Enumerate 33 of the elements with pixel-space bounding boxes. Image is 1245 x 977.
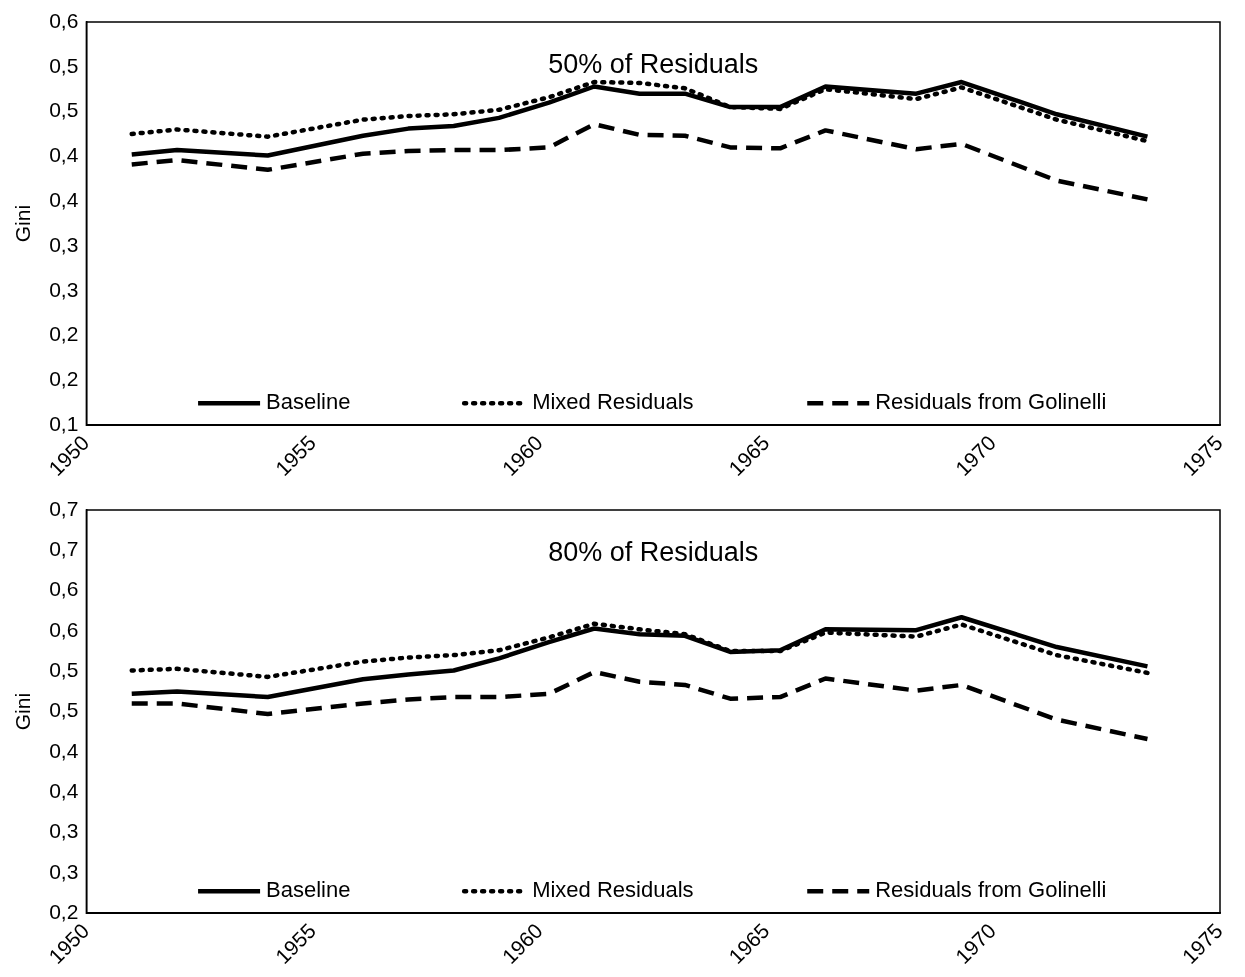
y-tick-label: 0,2 bbox=[49, 899, 79, 923]
y-tick-label: 0,7 bbox=[49, 537, 79, 561]
y-tick-label: 0,5 bbox=[49, 98, 79, 122]
y-tick-label: 0,4 bbox=[49, 187, 79, 211]
y-tick-label: 0,3 bbox=[49, 819, 79, 843]
y-tick-label: 0,6 bbox=[49, 577, 79, 601]
y-tick-label: 0,6 bbox=[49, 617, 79, 641]
y-tick-label: 0,1 bbox=[49, 411, 79, 435]
legend-label: Baseline bbox=[266, 389, 351, 415]
y-axis-title: Gini bbox=[11, 204, 35, 243]
y-tick-label: 0,2 bbox=[49, 367, 79, 391]
text: 80% of Residuals bbox=[548, 536, 759, 567]
text: 50% of Residuals bbox=[548, 48, 759, 79]
legend-label: Residuals from Golinelli bbox=[875, 877, 1107, 903]
legend-label: Residuals from Golinelli bbox=[875, 389, 1107, 415]
y-tick-label: 0,6 bbox=[49, 8, 79, 32]
y-tick-label: 0,3 bbox=[49, 859, 79, 883]
legend-label: Mixed Residuals bbox=[532, 877, 694, 903]
legend-label: Baseline bbox=[266, 877, 351, 903]
y-tick-label: 0,4 bbox=[49, 779, 79, 802]
y-tick-label: 0,3 bbox=[49, 277, 79, 301]
line-series bbox=[129, 121, 1150, 202]
y-tick-label: 0,5 bbox=[49, 658, 79, 682]
y-tick-label: 0,4 bbox=[49, 143, 79, 167]
y-tick-label: 0,5 bbox=[49, 53, 79, 77]
y-tick-label: 0,7 bbox=[49, 496, 79, 520]
legend-label: Mixed Residuals bbox=[532, 389, 694, 415]
y-axis-title: Gini bbox=[11, 692, 35, 731]
y-tick-label: 0,2 bbox=[49, 322, 79, 346]
y-tick-label: 0,3 bbox=[49, 232, 79, 256]
y-tick-label: 0,4 bbox=[49, 738, 79, 762]
line-series bbox=[129, 669, 1150, 742]
y-tick-label: 0,5 bbox=[49, 698, 79, 722]
